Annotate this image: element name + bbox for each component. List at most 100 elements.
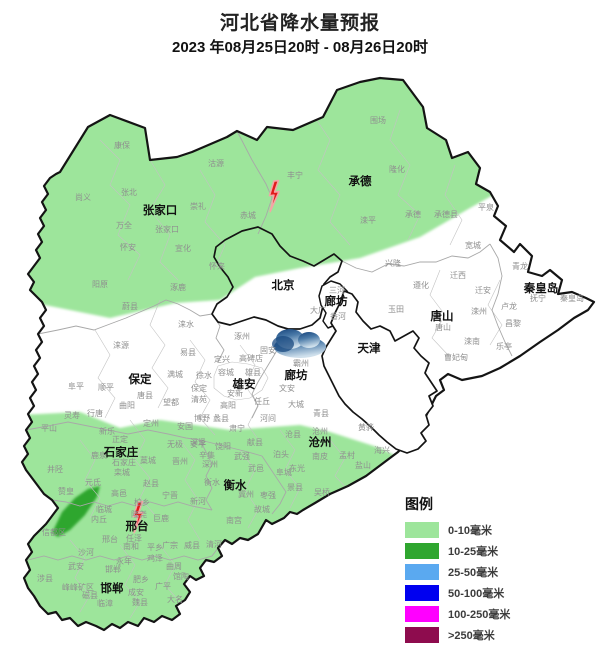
county-label: 平山	[41, 423, 57, 433]
city-label: 承德	[348, 174, 372, 188]
county-label: 馆陶	[173, 571, 189, 581]
legend-row: 25-50毫米	[405, 564, 595, 580]
county-label: 孟村	[339, 450, 355, 460]
county-label: 阳原	[92, 280, 108, 289]
county-label: 峰峰矿区	[62, 582, 94, 592]
county-label: 涿州	[234, 332, 250, 341]
county-label: 吴桥	[314, 487, 330, 497]
county-label: 涉县	[37, 573, 53, 583]
county-label: 柏乡	[134, 497, 150, 507]
county-label: 三河	[329, 285, 345, 295]
county-label: 易县	[180, 348, 196, 357]
beijing-border	[211, 226, 343, 330]
county-label: 青县	[313, 408, 329, 418]
legend-swatch	[405, 627, 439, 643]
county-label: 安新	[227, 388, 243, 398]
county-label: 赤城	[240, 211, 256, 220]
city-label: 北京	[272, 278, 295, 292]
legend-title: 图例	[405, 496, 433, 512]
county-label: 围场	[370, 116, 386, 125]
legend-label: 100-250毫米	[448, 609, 511, 621]
county-label: 井陉	[47, 464, 63, 474]
county-label: 安平	[190, 439, 206, 449]
county-label: 巨鹿	[153, 513, 169, 523]
county-label: 丰宁	[287, 170, 303, 180]
county-label: 霸州	[293, 359, 309, 368]
legend-swatch	[405, 564, 439, 580]
county-label: 藁城	[140, 455, 156, 465]
county-label: 正定	[112, 434, 128, 444]
county-label: 宁晋	[162, 490, 178, 500]
county-label: 邢台	[102, 534, 118, 544]
hebei-province-border	[20, 76, 596, 632]
legend-label: 50-100毫米	[448, 588, 505, 600]
county-label: 赞皇	[58, 486, 74, 496]
county-label: 新乐	[99, 426, 115, 436]
city-label: 石家庄	[103, 445, 139, 459]
county-label: 景县	[287, 483, 303, 492]
county-label: 大城	[288, 399, 304, 409]
county-label: 宣化	[175, 243, 191, 253]
page-subtitle: 2023 年08月25日20时 - 08月26日20时	[172, 39, 428, 56]
county-label: 成安	[128, 587, 144, 597]
city-label: 廊坊	[285, 368, 308, 382]
county-label: 雄县	[245, 367, 261, 377]
county-label: 康保	[114, 140, 130, 150]
county-label: 迁安	[475, 285, 491, 295]
county-label: 望都	[163, 397, 179, 407]
map-legend: 图例 0-10毫米 10-25毫米 25-50毫米 50-100毫米 100-250毫米…	[405, 494, 595, 648]
county-label: 肥乡	[133, 575, 149, 584]
city-label: 张家口	[143, 203, 178, 217]
county-label: 怀安	[120, 242, 136, 252]
legend-row: 100-250毫米	[405, 606, 595, 622]
county-label: 广平	[155, 581, 171, 591]
county-label: 沧县	[285, 429, 301, 439]
county-label: 武邑	[248, 463, 264, 473]
county-label: 沙河	[78, 547, 94, 557]
municipal-boundaries	[25, 130, 513, 561]
county-label: 饶阳	[215, 441, 231, 451]
county-label: 曹妃甸	[444, 352, 468, 362]
county-label: 青龙	[512, 261, 528, 271]
county-label: 灵寿	[64, 410, 80, 420]
legend-swatch	[405, 606, 439, 622]
county-label: 献县	[247, 437, 263, 447]
county-label: 滦平	[360, 215, 376, 225]
county-label: 冀州	[238, 489, 254, 499]
county-label: 满城	[167, 369, 183, 379]
county-label: 张家口	[155, 224, 179, 234]
county-label: 遵化	[413, 280, 429, 290]
county-label: 永年	[116, 556, 132, 566]
county-label: 高碑店	[239, 353, 263, 363]
county-label: 乐亭	[496, 341, 512, 351]
county-label: 深泽	[190, 438, 206, 447]
city-label: 衡水	[224, 478, 247, 492]
county-label: 承德县	[434, 209, 458, 219]
county-label: 涞源	[113, 341, 129, 350]
county-label: 怀来	[209, 261, 225, 271]
county-label: 清苑	[191, 394, 207, 404]
county-label: 衡水	[204, 477, 220, 487]
legend-row: 50-100毫米	[405, 585, 595, 601]
tianjin-border	[321, 290, 438, 454]
legend-swatch	[405, 585, 439, 601]
county-label: 高阳	[220, 400, 236, 410]
county-label: 曲周	[166, 561, 182, 571]
county-label: 高邑	[111, 488, 127, 498]
county-label: 平泉	[478, 202, 494, 212]
city-label: 天津	[358, 341, 381, 355]
county-label: 涞水	[178, 319, 194, 329]
county-label: 抚宁	[530, 293, 546, 303]
county-label: 滦南	[464, 336, 480, 346]
county-label: 张北	[121, 188, 137, 197]
legend-row: >250毫米	[405, 627, 595, 643]
map-labels: 康保沽源尚义张北崇礼万全 张家口赤城怀安 宣化怀来阳原 涿鹿蔚县围场丰宁隆化滦平承德承…	[37, 116, 584, 608]
county-label: 晋州	[172, 457, 188, 466]
county-label: 无极	[167, 439, 183, 449]
county-label: 威县	[184, 540, 200, 550]
county-label: 海兴	[374, 445, 390, 455]
county-label: 迁西	[450, 270, 466, 280]
legend-label: >250毫米	[448, 630, 495, 642]
county-label: 唐县	[137, 390, 153, 400]
